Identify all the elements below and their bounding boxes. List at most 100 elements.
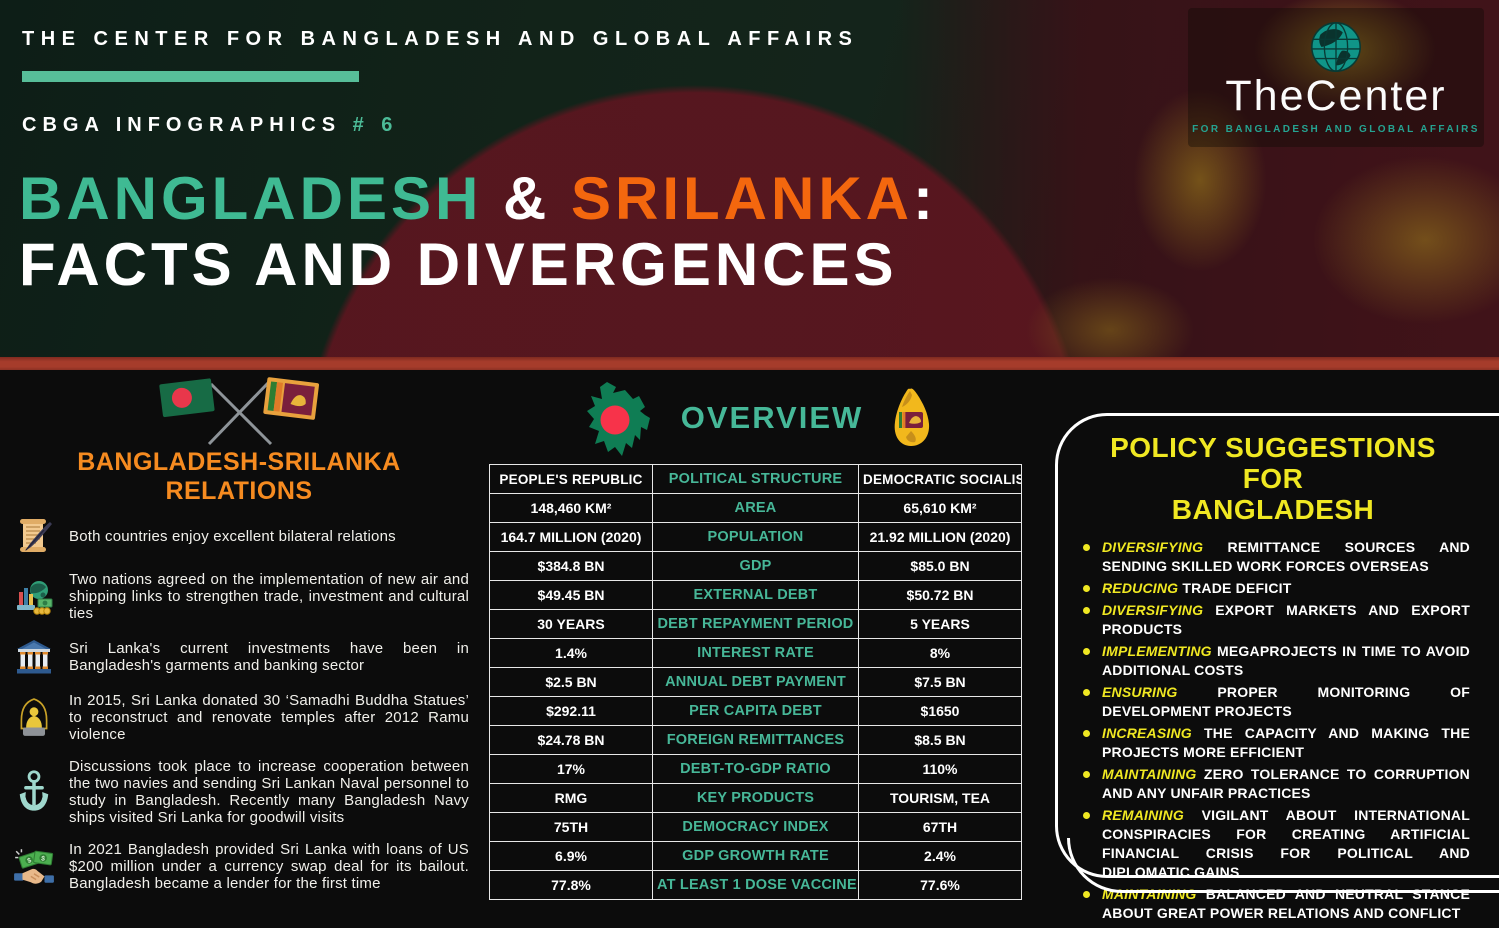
table-row: 77.8% AT LEAST 1 DOSE VACCINE 77.6% xyxy=(489,870,1022,900)
sl-value: $1650 xyxy=(858,696,1022,726)
policy-item: REDUCING TRADE DEFICIT xyxy=(1076,579,1470,598)
policy-rest: ZERO TOLERANCE TO CORRUPTION AND ANY UNF… xyxy=(1102,766,1470,801)
thecenter-logo: TheCenter FOR BANGLADESH AND GLOBAL AFFA… xyxy=(1188,8,1484,147)
policy-item: INCREASING THE CAPACITY AND MAKING THE P… xyxy=(1076,724,1470,762)
policy-panel-echo-border xyxy=(1067,838,1499,893)
metric-label: DEBT-TO-GDP RATIO xyxy=(652,754,859,784)
table-row: $292.11 PER CAPITA DEBT $1650 xyxy=(489,696,1022,726)
currency-handshake-icon: $ $ xyxy=(12,845,56,889)
relations-item: In 2015, Sri Lanka donated 30 ‘Samadhi B… xyxy=(12,692,478,743)
relations-item: Discussions took place to increase coope… xyxy=(12,758,478,826)
page-title-line1: BANGLADESH & SRILANKA: xyxy=(19,166,937,232)
scroll-quill-icon xyxy=(12,516,56,556)
policy-lead: REDUCING xyxy=(1102,580,1179,596)
trade-economy-icon xyxy=(12,577,56,617)
overview-table: PEOPLE'S REPUBLIC POLITICAL STRUCTURE DE… xyxy=(489,464,1022,900)
sl-value: 65,610 KM² xyxy=(858,493,1022,523)
overview-header: OVERVIEW xyxy=(489,372,1021,464)
bd-value: 30 YEARS xyxy=(489,609,653,639)
relations-heading-line2: RELATIONS xyxy=(165,477,313,505)
policy-panel: POLICY SUGGESTIONS FOR BANGLADESH DIVERSI… xyxy=(1055,413,1499,921)
title-colon: : xyxy=(913,165,937,232)
policy-lead: DIVERSIFYING xyxy=(1102,602,1204,618)
metric-label: AREA xyxy=(652,493,859,523)
metric-label: DEBT REPAYMENT PERIOD xyxy=(652,609,859,639)
metric-label: AT LEAST 1 DOSE VACCINE xyxy=(652,870,859,900)
page-title: BANGLADESH & SRILANKA: FACTS AND DIVERGE… xyxy=(19,166,937,298)
col-srilanka: DEMOCRATIC SOCIALIST xyxy=(858,464,1022,494)
policy-rest: THE CAPACITY AND MAKING THE PROJECTS MOR… xyxy=(1102,725,1471,760)
policy-item: IMPLEMENTING MEGAPROJECTS IN TIME TO AVO… xyxy=(1076,642,1470,680)
policy-item: DIVERSIFYING EXPORT MARKETS AND EXPORT P… xyxy=(1076,601,1470,639)
relations-item: Two nations agreed on the implementation… xyxy=(12,571,478,622)
series-number: # 6 xyxy=(352,114,399,136)
bd-value: 1.4% xyxy=(489,638,653,668)
policy-rest: REMITTANCE SOURCES AND SENDING SKILLED W… xyxy=(1102,539,1470,574)
metric-label: GDP GROWTH RATE xyxy=(652,841,859,871)
metric-label: POPULATION xyxy=(652,522,859,552)
policy-lead: INCREASING xyxy=(1102,725,1192,741)
policy-lead: IMPLEMENTING xyxy=(1102,643,1212,659)
teal-underline-bar xyxy=(22,71,359,82)
policy-item: ENSURING PROPER MONITORING OF DEVELOPMEN… xyxy=(1076,683,1470,721)
bangladesh-map-icon xyxy=(586,382,650,456)
metric-label: INTEREST RATE xyxy=(652,638,859,668)
policy-rest: VIGILANT ABOUT INTERNATIONAL CONSPIRACIE… xyxy=(1102,807,1470,880)
table-row: 1.4% INTEREST RATE 8% xyxy=(489,638,1022,668)
col-metric: POLITICAL STRUCTURE xyxy=(652,464,859,494)
organization-name: THE CENTER FOR BANGLADESH AND GLOBAL AFF… xyxy=(22,28,859,50)
policy-rest: TRADE DEFICIT xyxy=(1182,580,1292,596)
table-row: $49.45 BN EXTERNAL DEBT $50.72 BN xyxy=(489,580,1022,610)
svg-text:$: $ xyxy=(41,855,46,862)
series-text: CBGA INFOGRAPHICS xyxy=(22,114,353,136)
table-row: 75TH DEMOCRACY INDEX 67TH xyxy=(489,812,1022,842)
buddha-statue-icon xyxy=(12,697,56,739)
bd-value: 148,460 KM² xyxy=(489,493,653,523)
red-divider xyxy=(0,357,1499,370)
relations-item: $ $ In 2021 Bangladesh provided Sri L xyxy=(12,841,478,892)
relations-heading: BANGLADESH-SRILANKA RELATIONS xyxy=(0,448,478,506)
relations-item-text: Sri Lanka's current investments have bee… xyxy=(69,640,469,674)
title-srilanka: SRILANKA xyxy=(571,165,914,232)
bd-value: $49.45 BN xyxy=(489,580,653,610)
policy-lead: REMAINING xyxy=(1102,807,1184,823)
bd-value: 6.9% xyxy=(489,841,653,871)
sl-value: TOURISM, TEA xyxy=(858,783,1022,813)
sl-value: 67TH xyxy=(858,812,1022,842)
sl-value: $8.5 BN xyxy=(858,725,1022,755)
policy-heading-line2: BANGLADESH xyxy=(1171,494,1375,525)
col-bangladesh: PEOPLE'S REPUBLIC xyxy=(489,464,653,494)
overview-table-header-row: PEOPLE'S REPUBLIC POLITICAL STRUCTURE DE… xyxy=(489,464,1022,494)
title-bangladesh: BANGLADESH xyxy=(19,165,483,232)
sl-value: 8% xyxy=(858,638,1022,668)
sl-value: $50.72 BN xyxy=(858,580,1022,610)
logo-tagline: FOR BANGLADESH AND GLOBAL AFFAIRS xyxy=(1192,124,1480,135)
bd-value: $292.11 xyxy=(489,696,653,726)
srilanka-map-icon xyxy=(894,388,930,446)
policy-item: MAINTAINING ZERO TOLERANCE TO CORRUPTION… xyxy=(1076,765,1470,803)
sl-value: 21.92 MILLION (2020) xyxy=(858,522,1022,552)
table-row: 17% DEBT-TO-GDP RATIO 110% xyxy=(489,754,1022,784)
policy-list: DIVERSIFYING REMITTANCE SOURCES AND SEND… xyxy=(1076,538,1470,923)
policy-heading: POLICY SUGGESTIONS FOR BANGLADESH xyxy=(1076,432,1470,525)
sl-value: $85.0 BN xyxy=(858,551,1022,581)
metric-label: EXTERNAL DEBT xyxy=(652,580,859,610)
logo-name: TheCenter xyxy=(1225,72,1447,120)
relations-item-text: In 2021 Bangladesh provided Sri Lanka wi… xyxy=(69,841,469,892)
overview-section: OVERVIEW PEOPLE'S REPUBLIC POLITICAL STR… xyxy=(489,372,1022,900)
bd-value: $384.8 BN xyxy=(489,551,653,581)
bd-value: 77.8% xyxy=(489,870,653,900)
table-row: 164.7 MILLION (2020) POPULATION 21.92 MILL… xyxy=(489,522,1022,552)
metric-label: GDP xyxy=(652,551,859,581)
policy-rest: PROPER MONITORING OF DEVELOPMENT PROJECT… xyxy=(1102,684,1471,719)
table-row: 6.9% GDP GROWTH RATE 2.4% xyxy=(489,841,1022,871)
overview-title: OVERVIEW xyxy=(680,400,864,435)
table-row: $2.5 BN ANNUAL DEBT PAYMENT $7.5 BN xyxy=(489,667,1022,697)
bank-building-icon xyxy=(12,637,56,677)
table-row: $24.78 BN FOREIGN REMITTANCES $8.5 BN xyxy=(489,725,1022,755)
bd-value: 17% xyxy=(489,754,653,784)
svg-text:$: $ xyxy=(27,857,33,865)
header-banner: THE CENTER FOR BANGLADESH AND GLOBAL AFF… xyxy=(0,0,1499,357)
policy-item: DIVERSIFYING REMITTANCE SOURCES AND SEND… xyxy=(1076,538,1470,576)
bd-value: RMG xyxy=(489,783,653,813)
